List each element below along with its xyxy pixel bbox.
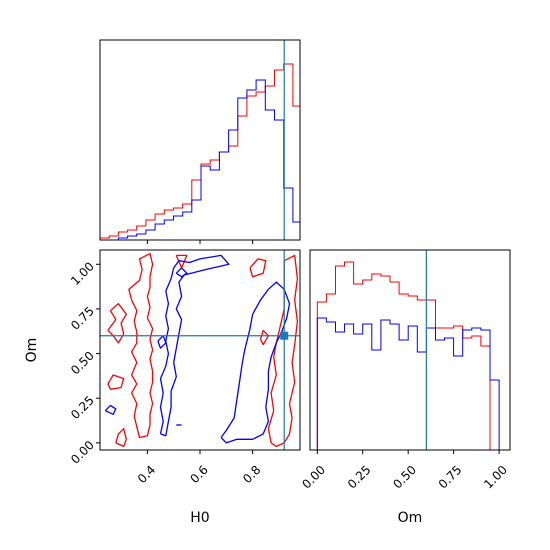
om-xtick-label-2: 0.50 [390,463,419,492]
contour-11 [104,404,117,415]
h0-hist-series-1 [100,79,301,241]
contour-ytick-label-0: 0.00 [68,438,97,467]
x-axis-label-om: Om [398,510,423,526]
om-xtick-label-4: 1.00 [481,463,510,492]
contour-xtick-label-2: 0.8 [240,463,263,486]
contour-xtick-label-1: 0.6 [188,463,211,486]
contour-2 [107,374,125,390]
contour-frame [99,249,301,451]
contour-13 [220,281,291,444]
om-histogram-panel: 0.00 0.25 0.50 0.75 1.00 [299,249,511,492]
h0-hist-frame [99,39,301,241]
contour-ytick-label-2: 0.50 [68,349,97,378]
contour-8 [159,254,230,437]
contour-10 [157,335,167,349]
contour-0 [128,252,154,439]
om-xtick-label-1: 0.25 [345,463,374,492]
x-axis-label-h0: H0 [190,510,209,526]
h0-om-contour-panel: 0.4 0.6 0.8 0.00 0.25 0.50 0.75 1.00 [68,249,301,486]
contour-3 [115,427,127,448]
om-hist-series-1 [316,317,500,450]
contour-ytick-label-3: 0.75 [68,304,97,333]
contour-truth-marker [280,331,289,340]
contour-5 [249,258,267,278]
contour-ytick-label-1: 0.25 [68,393,97,422]
contour-6 [259,329,270,346]
contour-lines [104,252,299,448]
om-xtick-label-3: 0.75 [436,463,465,492]
contour-9 [175,267,188,278]
y-axis-label-om: Om [24,338,40,363]
contour-ytick-label-4: 1.00 [68,259,97,288]
om-hist-series-0 [316,261,500,451]
h0-histogram-panel [99,39,301,244]
contour-1 [107,302,127,344]
om-xtick-label-0: 0.00 [299,463,328,492]
h0-hist-series-0 [99,63,301,240]
contour-7 [267,254,299,448]
om-hist-frame [309,249,511,451]
contour-xtick-label-0: 0.4 [135,463,158,486]
